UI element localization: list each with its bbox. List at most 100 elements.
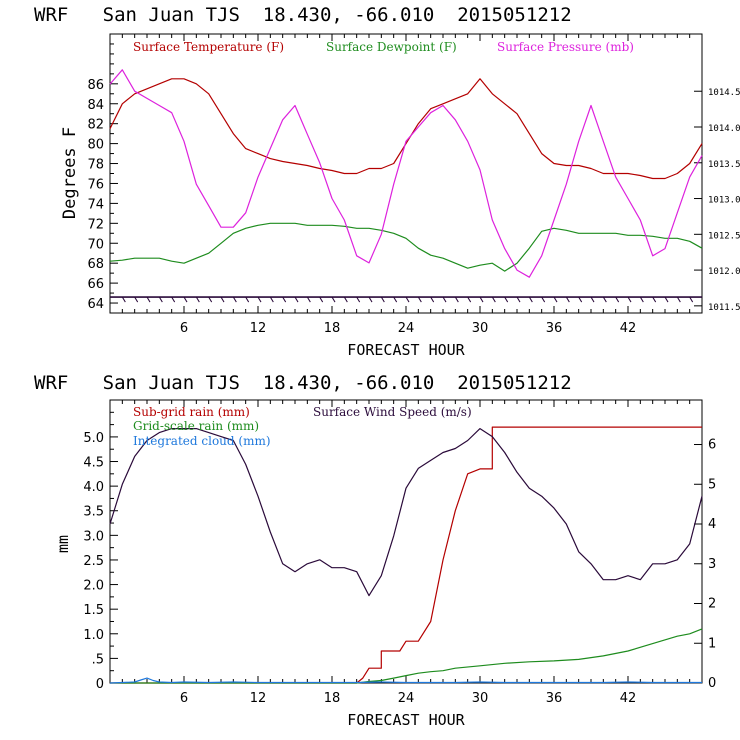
series-line-dewpoint [109, 222, 703, 272]
wind-barb [615, 296, 620, 303]
y-tick-label: 86 [87, 78, 104, 93]
y-tick-label: .5 [92, 652, 104, 667]
wind-barb [282, 296, 287, 303]
y-tick-label: 1.0 [83, 628, 104, 643]
y2-tick-label: 2 [708, 597, 716, 612]
x-tick-label: 18 [324, 691, 341, 706]
wind-barb [578, 296, 583, 303]
x-tick-label: 12 [250, 321, 267, 336]
wind-barb [689, 296, 694, 303]
x-tick-label: 6 [180, 691, 188, 706]
series-line-subgrid-rain [110, 426, 702, 684]
x-tick-label: 6 [180, 321, 188, 336]
wind-barb [541, 296, 546, 303]
chart2-y2-axis: 0 1 2 3 4 5 6 [694, 438, 716, 691]
y2-tick-label: 1013.0 [708, 196, 740, 206]
wind-barb [294, 296, 299, 303]
y-tick-label: 1.5 [83, 603, 104, 618]
x-tick-label: 36 [546, 321, 563, 336]
wind-barb [134, 296, 139, 303]
y2-tick-label: 1011.5 [708, 303, 740, 313]
y-tick-label: 80 [87, 138, 104, 153]
wind-barb [257, 296, 262, 303]
y-tick-label: 68 [87, 257, 104, 272]
wind-barb [664, 296, 669, 303]
wind-barb [356, 296, 361, 303]
y-tick-label: 4.0 [83, 480, 104, 495]
wind-barb [331, 296, 336, 303]
y2-tick-label: 5 [708, 477, 716, 492]
chart1-legend-temperature: Surface Temperature (F) [133, 40, 284, 54]
wind-barb [467, 296, 472, 303]
wind-barb [491, 296, 496, 303]
y-tick-label: 3.5 [83, 505, 104, 520]
chart2-legend-cloud: Integrated cloud (mm) [133, 434, 271, 448]
wind-barb [183, 296, 188, 303]
wind-barb [343, 296, 348, 303]
wind-barb [195, 296, 200, 303]
y2-tick-label: 1014.0 [708, 124, 740, 134]
wind-barb [146, 296, 151, 303]
wind-barb [454, 296, 459, 303]
x-tick-label: 18 [324, 321, 341, 336]
x-tick-label: 42 [620, 321, 637, 336]
chart1-title: WRF San Juan TJS 18.430, -66.010 2015051… [34, 4, 572, 26]
y-tick-label: 76 [87, 177, 104, 192]
y2-tick-label: 1012.0 [708, 267, 740, 277]
y2-tick-label: 1012.5 [708, 231, 740, 241]
chart1-y2-axis: 1011.5 1012.0 1012.5 1013.0 1013.5 1014.0 1014… [694, 88, 740, 313]
wind-barb [158, 296, 163, 303]
wind-barb [590, 296, 595, 303]
chart1-series [109, 69, 703, 278]
wind-barb [269, 296, 274, 303]
chart2-y-label: mm [54, 535, 72, 553]
wind-barb [553, 296, 558, 303]
chart1-legend-pressure: Surface Pressure (mb) [497, 40, 634, 54]
x-tick-label: 12 [250, 691, 267, 706]
series-line-pressure [109, 69, 703, 278]
chart1-x-axis: 6 12 18 24 30 36 42 [109, 34, 703, 336]
wind-barb [319, 296, 324, 303]
chart2-y-axis: 0 .5 1.0 1.5 2.0 2.5 3.0 3.5 4.0 4.5 5.0 [83, 399, 118, 692]
y2-tick-label: 3 [708, 557, 716, 572]
wind-barb [208, 296, 213, 303]
y2-tick-label: 4 [708, 517, 716, 532]
wind-barb [393, 296, 398, 303]
y2-tick-label: 1014.5 [708, 88, 740, 98]
y-tick-label: 64 [87, 297, 104, 312]
wind-barb [639, 296, 644, 303]
wind-barb [417, 296, 422, 303]
wind-barb [220, 296, 225, 303]
series-line-wind [109, 428, 703, 597]
chart2-title: WRF San Juan TJS 18.430, -66.010 2015051… [34, 372, 572, 394]
wind-barb [602, 296, 607, 303]
y-tick-label: 2.5 [83, 554, 104, 569]
chart1-y-axis: 64 66 68 70 72 74 76 78 80 82 84 86 [87, 33, 118, 314]
wind-barb [627, 296, 632, 303]
chart1-y-label: Degrees F [60, 127, 80, 219]
wind-barb [676, 296, 681, 303]
wind-barb [652, 296, 657, 303]
chart2-legend-grid-rain: Grid-scale rain (mm) [133, 419, 259, 433]
chart2-legend-subgrid-rain: Sub-grid rain (mm) [133, 405, 250, 419]
y-tick-label: 4.5 [83, 456, 104, 471]
chart1-wind-barbs [110, 296, 702, 303]
y-tick-label: 3.0 [83, 529, 104, 544]
y2-tick-label: 1013.5 [708, 160, 740, 170]
wind-barb [380, 296, 385, 303]
y-tick-label: 66 [87, 277, 104, 292]
y-tick-label: 72 [87, 217, 104, 232]
wind-barb [430, 296, 435, 303]
y2-tick-label: 1 [708, 636, 716, 651]
series-line-temperature [109, 78, 703, 180]
wind-barb [245, 296, 250, 303]
y-tick-label: 78 [87, 158, 104, 173]
y-tick-label: 5.0 [83, 431, 104, 446]
chart1-legend-dewpoint: Surface Dewpoint (F) [326, 40, 457, 54]
wind-barb [479, 296, 484, 303]
chart2-x-label: FORECAST HOUR [347, 711, 465, 729]
wind-barb [516, 296, 521, 303]
x-tick-label: 42 [620, 691, 637, 706]
chart2-series [109, 426, 703, 684]
